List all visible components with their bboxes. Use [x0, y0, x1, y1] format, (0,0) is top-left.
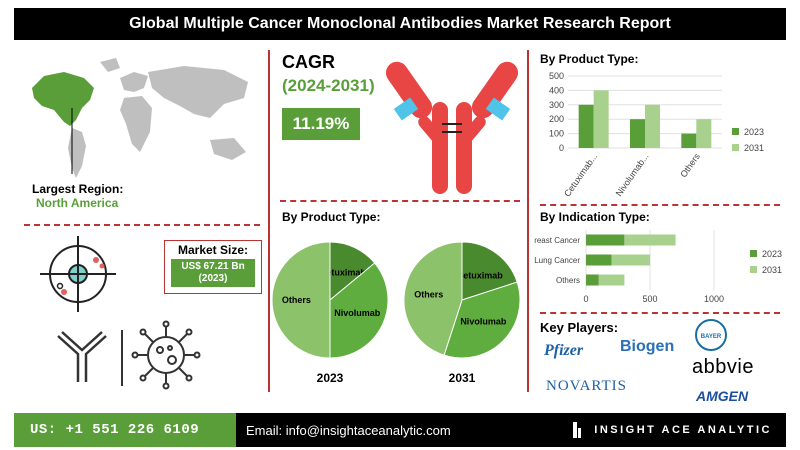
- indication-bar-title: By Indication Type:: [540, 210, 650, 224]
- pie-slice: [329, 241, 376, 302]
- bar: [611, 254, 650, 266]
- virus-icon: [131, 320, 201, 390]
- bar: [681, 133, 697, 148]
- cagr-period: (2024-2031): [282, 76, 375, 95]
- market-size-label: Market Size:: [177, 243, 249, 257]
- logo-biogen: Biogen: [620, 338, 675, 355]
- cagr-value: 11.19%: [282, 108, 360, 140]
- divider-dashed-center: [280, 200, 520, 202]
- pie-slice-label: Nivolumab: [334, 308, 381, 318]
- logo-abbvie: abbvie: [692, 356, 754, 378]
- pie-slice-label: Cetuximab: [320, 268, 367, 278]
- legend-swatch: [750, 250, 757, 257]
- bar: [578, 104, 594, 148]
- world-map: [32, 58, 248, 178]
- logo-bayer-icon: BAYER: [695, 319, 727, 351]
- pie-year-label: 2023: [317, 371, 344, 385]
- market-size-box: Market Size: US$ 67.21 Bn (2023): [164, 240, 262, 294]
- y-tick-label: 100: [549, 129, 564, 139]
- bar: [586, 274, 599, 286]
- brand-name: INSIGHT ACE ANALYTIC: [594, 424, 772, 436]
- x-tick-label: 1000: [704, 294, 724, 304]
- page-title: Global Multiple Cancer Monoclonal Antibo…: [14, 8, 786, 40]
- footer-email[interactable]: Email: info@insightaceanalytic.com: [246, 422, 451, 438]
- legend-swatch: [732, 128, 739, 135]
- pie-slice-label: Others: [282, 295, 311, 305]
- product-bar-title: By Product Type:: [540, 52, 639, 66]
- legend-swatch: [732, 144, 739, 151]
- y-tick-label: Others: [556, 276, 580, 285]
- divider-icons: [121, 330, 123, 386]
- logo-novartis: NOVARTIS: [546, 378, 628, 394]
- key-players-title: Key Players:: [540, 320, 619, 335]
- bar: [696, 119, 712, 148]
- pie-slice-label: Others: [414, 290, 443, 300]
- antibody-outline-icon: [57, 331, 107, 382]
- x-tick-label: Others: [678, 151, 702, 179]
- largest-region-value: North America: [36, 196, 119, 210]
- market-size-amount: US$ 67.21 Bn: [181, 261, 245, 272]
- pie-slice: [329, 262, 389, 359]
- pie-slice: [271, 241, 331, 359]
- logo-pfizer: Pfizer: [544, 342, 584, 359]
- divider-dashed-right-2: [540, 312, 780, 314]
- target-icon: [40, 236, 116, 312]
- antibody-icon: [385, 61, 519, 194]
- legend-label: 2031: [762, 265, 782, 275]
- footer-phone[interactable]: US: +1 551 226 6109: [14, 413, 236, 447]
- pie-charts: Cetuximab Nivolumab Others 2023 Cetuximab Niv…: [271, 241, 521, 385]
- pie-slice: [461, 241, 518, 301]
- y-tick-label: 0: [559, 143, 564, 153]
- bar: [630, 119, 645, 148]
- footer-brand: INSIGHT ACE ANALYTIC: [570, 413, 772, 447]
- product-bar-chart: 0 100 200 300 400 500 Cetuximab... Nivolumab...…: [549, 71, 764, 199]
- bar: [586, 254, 612, 266]
- divider-dashed-left: [24, 224, 260, 226]
- bar: [598, 274, 625, 286]
- market-size-value: US$ 67.21 Bn (2023): [171, 259, 255, 287]
- pie-slice-label: Cetuximab: [457, 271, 504, 281]
- x-tick-label: 500: [642, 294, 657, 304]
- y-tick-label: 300: [549, 100, 564, 110]
- cagr-label: CAGR: [282, 52, 335, 72]
- brand-logo-icon: [573, 422, 582, 438]
- bar: [645, 104, 660, 148]
- legend-label: 2023: [762, 249, 782, 259]
- logo-bayer-text: BAYER: [701, 334, 722, 340]
- x-tick-label: Nivolumab...: [614, 151, 651, 198]
- bar: [593, 90, 609, 148]
- y-tick-label: Lung Cancer: [534, 256, 580, 265]
- pie-slice: [443, 281, 521, 359]
- legend-label: 2023: [744, 127, 764, 137]
- pie-slice: [403, 241, 463, 356]
- pie-slice-label: Nivolumab: [460, 316, 507, 326]
- indication-bar-chart: 0 500 1000 Breast Cancer Lung Cancer Others 20…: [534, 230, 782, 304]
- divider-left: [268, 50, 270, 392]
- legend-swatch: [750, 266, 757, 273]
- pie-year-label: 2031: [449, 371, 476, 385]
- y-tick-label: 400: [549, 85, 564, 95]
- y-tick-label: Breast Cancer: [534, 236, 580, 245]
- bar: [624, 234, 676, 246]
- divider-dashed-right-1: [540, 204, 780, 206]
- footer-contact: Email: info@insightaceanalytic.com INSIG…: [236, 413, 786, 447]
- x-tick-label: Cetuximab...: [562, 151, 599, 198]
- y-tick-label: 500: [549, 71, 564, 81]
- x-tick-label: 0: [583, 294, 588, 304]
- largest-region-label: Largest Region:: [32, 182, 124, 196]
- logo-amgen: AMGEN: [696, 388, 749, 404]
- market-size-year: (2023): [198, 273, 228, 284]
- legend-label: 2031: [744, 143, 764, 153]
- divider-right: [527, 50, 529, 392]
- pie-section-title: By Product Type:: [282, 210, 381, 224]
- y-tick-label: 200: [549, 114, 564, 124]
- bar: [586, 234, 625, 246]
